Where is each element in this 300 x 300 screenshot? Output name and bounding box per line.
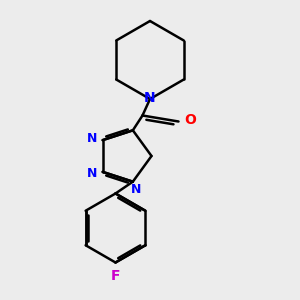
Text: N: N [87, 132, 97, 145]
Text: N: N [131, 183, 142, 196]
Text: N: N [87, 167, 97, 180]
Text: O: O [184, 113, 196, 127]
Text: F: F [111, 269, 120, 283]
Text: N: N [144, 91, 156, 104]
